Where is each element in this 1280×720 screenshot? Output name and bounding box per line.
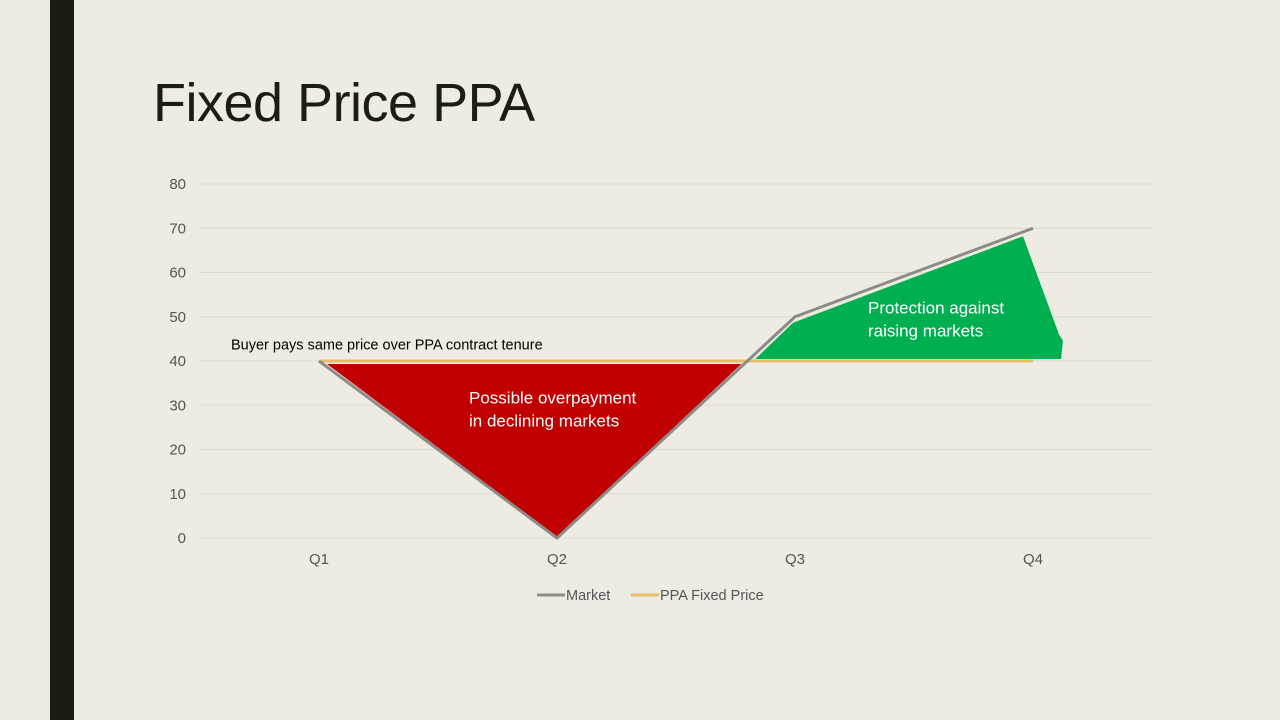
- x-axis-ticks: Q1 Q2 Q3 Q4: [309, 551, 1043, 568]
- x-tick-label: Q3: [785, 551, 805, 568]
- x-tick-label: Q4: [1023, 551, 1043, 568]
- overpayment-label-line-2: in declining markets: [469, 412, 619, 431]
- protection-region: [755, 236, 1063, 359]
- annotations: Buyer pays same price over PPA contract …: [231, 299, 1004, 431]
- shaded-areas: [327, 236, 1063, 537]
- y-tick-label: 0: [178, 530, 186, 547]
- protection-label-line-1: Protection against: [868, 299, 1004, 318]
- y-tick-label: 40: [169, 353, 186, 370]
- accent-side-bar: [50, 0, 74, 720]
- y-tick-label: 50: [169, 309, 186, 326]
- overpayment-label-line-1: Possible overpayment: [469, 389, 637, 408]
- y-tick-label: 70: [169, 220, 186, 237]
- y-axis-ticks: 0 10 20 30 40 50 60 70 80: [169, 176, 186, 547]
- series-lines: [318, 226, 1034, 540]
- y-tick-label: 30: [169, 397, 186, 414]
- x-tick-label: Q1: [309, 551, 329, 568]
- y-tick-label: 80: [169, 176, 186, 193]
- protection-label-line-2: raising markets: [868, 322, 983, 341]
- legend: Market PPA Fixed Price: [537, 588, 764, 604]
- y-tick-label: 10: [169, 486, 186, 503]
- x-tick-label: Q2: [547, 551, 567, 568]
- y-tick-label: 20: [169, 442, 186, 459]
- fixed-price-annotation: Buyer pays same price over PPA contract …: [231, 338, 543, 354]
- y-tick-label: 60: [169, 265, 186, 282]
- legend-label: Market: [566, 588, 610, 604]
- slide-title: Fixed Price PPA: [153, 73, 535, 133]
- series-line-market: [318, 226, 1034, 540]
- overpayment-region: [327, 364, 742, 537]
- legend-label: PPA Fixed Price: [660, 588, 764, 604]
